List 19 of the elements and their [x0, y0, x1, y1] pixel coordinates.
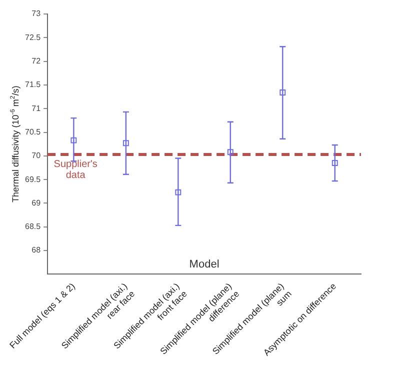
y-tick-label: 69 — [32, 198, 42, 208]
y-tick-label: 70 — [32, 151, 42, 160]
y-tick-label: 73 — [32, 9, 42, 18]
point — [280, 90, 286, 96]
y-tick-label: 71 — [32, 104, 42, 113]
point — [122, 140, 129, 146]
y-tick-label: 71.5 — [24, 80, 42, 90]
point — [227, 149, 234, 156]
y-tick-label: 72.5 — [24, 32, 42, 42]
point — [175, 189, 182, 196]
point — [70, 137, 77, 144]
y-tick-label: 68.5 — [24, 222, 42, 232]
y-tick-label: 70.5 — [24, 127, 42, 136]
y-tick-label: 69.5 — [24, 174, 42, 184]
x-axis-title: Model — [189, 258, 220, 271]
y-tick-label: 68 — [32, 246, 42, 255]
ref-line-label: Supplier's data — [54, 159, 98, 182]
y-tick-label: 72 — [32, 56, 42, 66]
point — [332, 160, 338, 166]
